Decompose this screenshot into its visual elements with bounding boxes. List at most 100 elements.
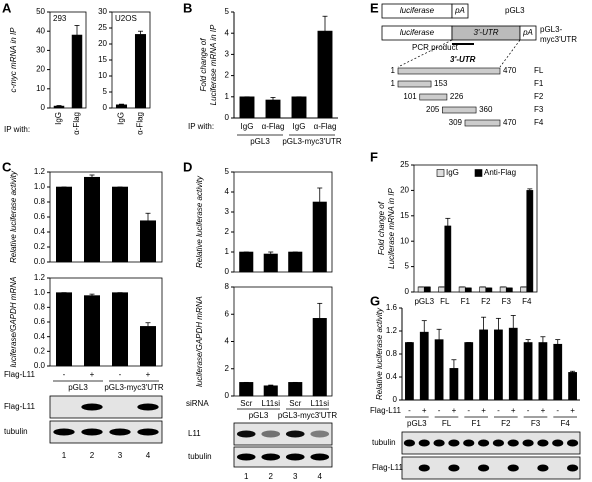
y-tick-label: 1.0: [34, 182, 46, 191]
fragment-name: F3: [534, 105, 544, 114]
blot-band: [81, 428, 103, 436]
blot-band: [566, 464, 579, 472]
y-tick-label: 0.8: [386, 349, 398, 358]
plot-frame: [413, 164, 538, 293]
blot-band: [137, 428, 159, 436]
y-tick-label: 0.6: [34, 317, 46, 326]
y-axis-label: c-myc mRNA in IP: [9, 27, 18, 93]
y-tick-label: 2: [225, 227, 230, 236]
y-tick-label: 1.0: [34, 288, 46, 297]
x-tick-label: -: [467, 406, 470, 415]
bar: [423, 286, 431, 293]
y-tick-label: 4: [225, 187, 230, 196]
fragment-bar: [397, 80, 432, 88]
x-tick-label: F3: [502, 297, 512, 306]
bar: [291, 96, 307, 119]
y-tick-label: 0.6: [34, 212, 46, 221]
bar: [55, 292, 72, 367]
fragment-bar: [442, 106, 477, 114]
bar: [53, 105, 65, 109]
x-tick-label: -: [527, 406, 530, 415]
fragment-start: 1: [391, 79, 396, 88]
blot-band: [310, 430, 330, 438]
bar: [312, 318, 327, 397]
x-tick-label: α-Flag: [72, 112, 81, 135]
x-tick-label: F1: [461, 297, 471, 306]
blot-band: [285, 453, 305, 461]
y-tick-label: 0.8: [34, 197, 46, 206]
lane-number: 3: [293, 472, 298, 481]
blot-label: tubulin: [372, 438, 396, 447]
blot-band: [137, 403, 159, 411]
x-tick-label: α-Flag: [314, 122, 337, 131]
bar: [499, 286, 507, 293]
blot-band: [433, 439, 445, 447]
y-tick-label: 1.2: [34, 273, 46, 282]
x-tick-label: -: [119, 370, 122, 379]
chart-title: U2OS: [115, 14, 137, 23]
legend-swatch: [474, 169, 483, 177]
y-tick-label: 15: [400, 211, 409, 220]
y-tick-label: 30: [36, 46, 45, 55]
bar: [55, 186, 72, 263]
lane-number: 1: [244, 472, 249, 481]
y-tick-label: 1: [225, 92, 230, 101]
y-axis-label: luciferase/GAPDH mRNA: [9, 277, 18, 368]
lane-number: 4: [146, 451, 151, 460]
bar: [312, 201, 327, 273]
fragment-end: 226: [450, 92, 464, 101]
bar: [523, 342, 533, 401]
bar: [263, 253, 278, 273]
x-tick-label: F2: [481, 297, 491, 306]
legend-label: Anti-Flag: [484, 168, 516, 177]
blot-band: [418, 464, 430, 472]
fragment-start: 1: [391, 66, 396, 75]
zoom-line: [499, 39, 521, 68]
construct-part: [451, 3, 469, 19]
bar: [464, 287, 472, 293]
y-axis-label: Relative luciferase activity: [195, 175, 204, 268]
x-tick-label: +: [452, 406, 457, 415]
group-label: pGL3: [68, 383, 88, 392]
y-tick-label: 0: [405, 287, 410, 296]
bar: [134, 34, 147, 109]
construct-name: pGL3: [505, 6, 525, 15]
blot-label: tubulin: [4, 427, 28, 436]
x-tick-label: -: [63, 370, 66, 379]
y-tick-label: 30: [98, 7, 107, 16]
x-tick-label: L11si: [310, 399, 329, 408]
fragment-bar: [464, 119, 501, 127]
construct-part-label: luciferase: [400, 6, 435, 15]
x-tick-label: Scr: [289, 399, 301, 408]
lane-number: 4: [318, 472, 323, 481]
bar: [568, 372, 577, 401]
bar: [288, 382, 303, 397]
x-tick-label: +: [481, 406, 486, 415]
construct-part: [519, 25, 537, 41]
group-label: FL: [442, 419, 452, 428]
blot-band: [552, 439, 564, 447]
y-tick-label: 5: [225, 7, 230, 16]
y-tick-label: 0: [103, 103, 108, 112]
construct-part-label: 3'-UTR: [473, 28, 498, 37]
x-tick-label: IgG: [293, 122, 306, 131]
lane-number: 1: [62, 451, 67, 460]
bar: [553, 343, 563, 401]
fragment-end: 470: [503, 118, 517, 127]
y-axis-label: Relative luciferase activity: [375, 307, 384, 400]
row-label: Flag-L11: [4, 370, 36, 379]
group-label: pGL3: [250, 137, 270, 146]
y-tick-label: 0.4: [34, 332, 46, 341]
blot-band: [403, 439, 416, 447]
blot-band: [418, 439, 430, 447]
panel-letter: A: [2, 0, 12, 15]
x-tick-label: -: [438, 406, 441, 415]
x-tick-label: +: [511, 406, 516, 415]
lane-number: 3: [118, 451, 123, 460]
lane-number: 2: [269, 472, 274, 481]
bar: [239, 251, 254, 273]
blot-band: [507, 439, 519, 447]
blot-band: [492, 439, 505, 447]
y-tick-label: 5: [405, 262, 410, 271]
